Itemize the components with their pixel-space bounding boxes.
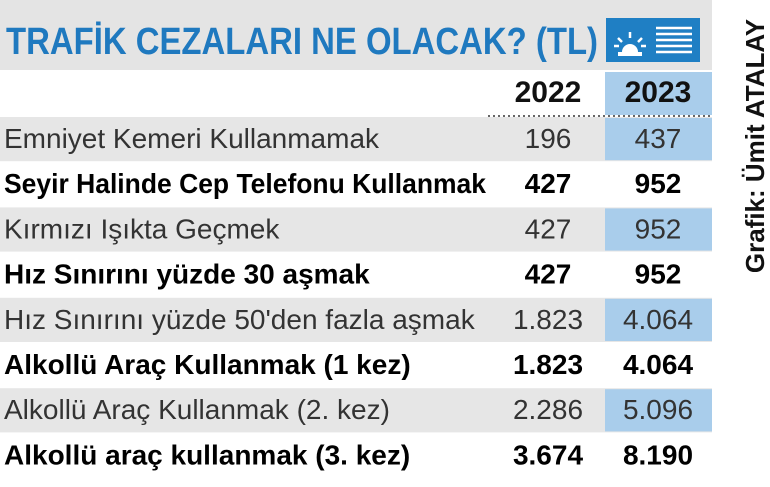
row-background <box>0 297 712 342</box>
row-label: Alkollü araç kullanmak (3. kez) <box>4 439 410 470</box>
cell-value: 437 <box>635 123 682 154</box>
cell-value: 427 <box>525 168 572 199</box>
cell-value: 1.823 <box>513 349 583 380</box>
cell-highlight <box>605 118 712 161</box>
row-label: Kırmızı Işıkta Geçmek <box>4 213 280 244</box>
cell-highlight <box>605 389 712 432</box>
title: TRAFİK CEZALARI NE OLACAK? (TL) <box>6 21 598 63</box>
table: 2022 2023 Emniyet Kemeri Kullanmamak 196 437… <box>0 76 712 470</box>
cell-value: 952 <box>635 259 682 290</box>
row-label: Hız Sınırını yüzde 50'den fazla aşmak <box>4 304 476 335</box>
row-label: Emniyet Kemeri Kullanmamak <box>4 123 380 154</box>
cell-highlight <box>605 298 712 341</box>
row-label: Hız Sınırını yüzde 30 aşmak <box>4 259 370 290</box>
cell-value: 3.674 <box>513 439 583 470</box>
credit: Grafik: Ümit ATALAY <box>740 19 770 273</box>
row-label: Alkollü Araç Kullanmak (2. kez) <box>4 394 390 425</box>
cell-highlight <box>605 208 712 251</box>
cell-value: 196 <box>525 123 572 154</box>
siren-icon <box>606 18 700 62</box>
cell-value: 4.064 <box>623 349 693 380</box>
title-bar <box>0 0 712 70</box>
cell-value: 2.286 <box>513 394 583 425</box>
year-highlight <box>605 72 712 115</box>
row-background <box>0 388 712 433</box>
row-label: Seyir Halinde Cep Telefonu Kullanmak <box>4 168 486 199</box>
cell-value: 427 <box>525 259 572 290</box>
cell-value: 8.190 <box>623 439 693 470</box>
row-label: Alkollü Araç Kullanmak (1 kez) <box>4 349 411 380</box>
cell-value: 952 <box>635 168 682 199</box>
cell-value: 952 <box>635 213 682 244</box>
cell-value: 427 <box>525 213 572 244</box>
column-header: 2022 <box>515 76 582 109</box>
row-background <box>0 117 712 162</box>
cell-value: 5.096 <box>623 394 693 425</box>
cell-value: 1.823 <box>513 304 583 335</box>
row-background <box>0 207 712 252</box>
column-header: 2023 <box>625 76 692 109</box>
cell-value: 4.064 <box>623 304 693 335</box>
